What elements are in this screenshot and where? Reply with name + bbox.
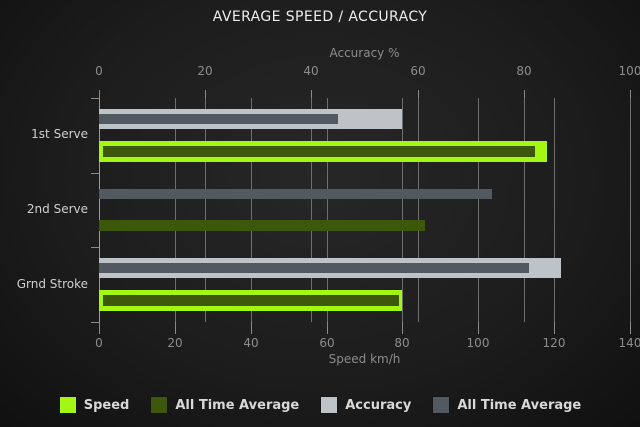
gridline-accuracy-40 [311, 98, 312, 322]
category-label-1st-serve: 1st Serve [31, 127, 88, 141]
tick-accuracy-40 [311, 90, 312, 98]
legend-label-2: Accuracy [345, 397, 412, 413]
bottom-axis-tick-label: 20 [167, 336, 183, 350]
bottom-axis-tick-label: 0 [95, 336, 103, 350]
bottom-axis-tick-label: 60 [319, 336, 335, 350]
top-axis-tick-label: 60 [410, 64, 426, 78]
tick-speed-0 [99, 322, 100, 334]
tick-speed-60 [327, 322, 328, 334]
category-label-grnd-stroke: Grnd Stroke [16, 277, 88, 291]
tick-category-boundary [91, 173, 99, 174]
legend-swatch-1 [150, 396, 169, 414]
gridline-speed-20 [175, 98, 176, 322]
legend-item-1: All Time Average [150, 396, 299, 414]
bar-accuracy-alltime-1st-serve [99, 114, 338, 124]
legend: Speed All Time Average Accuracy All Time Av… [0, 396, 640, 414]
gridline-speed-0 [99, 98, 100, 322]
legend-swatch-0 [58, 396, 77, 414]
legend-swatch-2 [320, 396, 339, 414]
tick-speed-120 [554, 322, 555, 334]
bar-speed-alltime-2nd-serve [99, 220, 425, 231]
legend-label-3: All Time Average [457, 397, 582, 413]
tick-speed-20 [175, 322, 176, 334]
bottom-axis-tick-label: 140 [618, 336, 640, 350]
bottom-axis-tick-label: 80 [394, 336, 410, 350]
tick-speed-40 [251, 322, 252, 334]
plot-area [99, 98, 631, 322]
top-axis-tick-label: 100 [618, 64, 640, 78]
tick-category-boundary [91, 247, 99, 248]
gridline-speed-100 [478, 98, 479, 322]
top-axis-tick-label: 80 [516, 64, 532, 78]
gridline-speed-80 [402, 98, 403, 322]
tick-speed-100 [478, 322, 479, 334]
gridline-speed-60 [327, 98, 328, 322]
tick-category-boundary [91, 322, 99, 323]
legend-item-0: Speed [58, 396, 130, 414]
legend-swatch-3 [432, 396, 451, 414]
gridline-speed-120 [554, 98, 555, 322]
bottom-axis-title: Speed km/h [328, 352, 401, 366]
bottom-axis-tick-label: 40 [243, 336, 259, 350]
gridline-speed-40 [251, 98, 252, 322]
tick-accuracy-80 [524, 90, 525, 98]
gridline-accuracy-20 [205, 98, 206, 322]
top-axis-tick-label: 40 [303, 64, 319, 78]
chart-title: AVERAGE SPEED / ACCURACY [212, 9, 428, 25]
tick-accuracy-60 [418, 90, 419, 98]
tick-accuracy-0 [99, 90, 100, 98]
category-label-2nd-serve: 2nd Serve [26, 202, 88, 216]
bar-accuracy-alltime-grnd-stroke [99, 263, 529, 273]
top-axis-tick-label: 20 [197, 64, 213, 78]
legend-label-1: All Time Average [175, 397, 300, 413]
gridline-accuracy-100 [630, 98, 631, 322]
tick-accuracy-100 [630, 90, 631, 98]
bar-accuracy-alltime-2nd-serve [99, 189, 492, 199]
gridline-accuracy-60 [418, 98, 419, 322]
tick-accuracy-20 [205, 90, 206, 98]
legend-label-0: Speed [83, 397, 130, 413]
top-axis-tick-label: 0 [95, 64, 103, 78]
bar-speed-alltime-grnd-stroke [103, 295, 399, 306]
bar-speed-alltime-1st-serve [103, 146, 535, 157]
bottom-axis-tick-label: 100 [466, 336, 490, 350]
gridline-accuracy-80 [524, 98, 525, 322]
tick-speed-140 [630, 322, 631, 334]
top-axis-title: Accuracy % [329, 46, 400, 60]
legend-item-2: Accuracy [320, 396, 411, 414]
legend-item-3: All Time Average [432, 396, 581, 414]
bottom-axis-tick-label: 120 [542, 336, 566, 350]
tick-speed-80 [402, 322, 403, 334]
tick-category-boundary [91, 98, 99, 99]
